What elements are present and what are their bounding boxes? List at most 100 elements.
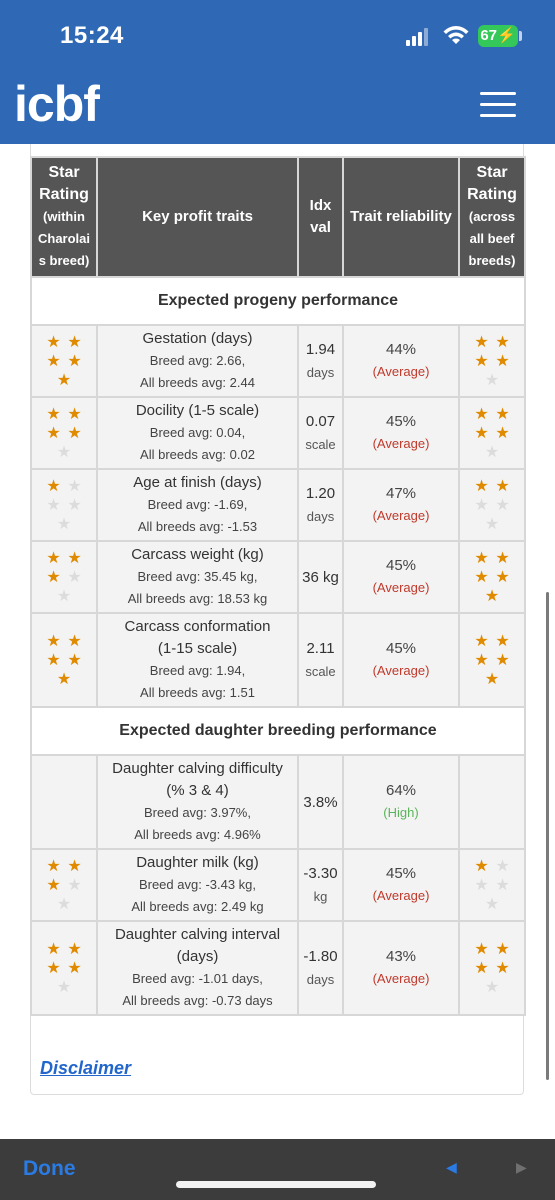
star-filled-icon: ★ (474, 651, 489, 669)
idx-unit: days (306, 365, 335, 380)
star-empty-icon: ★ (67, 496, 82, 514)
idx-cell: 1.94 days (297, 324, 344, 398)
star-empty-icon: ★ (67, 477, 82, 495)
star-filled-icon: ★ (67, 549, 82, 567)
star-filled-icon: ★ (495, 477, 510, 495)
star-rating: ★ ★ ★ ★ ★ (460, 477, 524, 534)
idx-cell: -3.30 kg (297, 848, 344, 922)
section-row: Expected progeny performance (30, 276, 526, 326)
reliability-percent: 47% (385, 485, 417, 502)
battery-level: 67 (480, 27, 497, 44)
idx-cell: 2.11 scale (297, 612, 344, 708)
star-filled-icon: ★ (67, 405, 82, 423)
trait-cell: Docility (1-5 scale) Breed avg: 0.04, All … (96, 396, 299, 470)
table-row: Daughter calving difficulty (% 3 & 4) Bree… (30, 754, 526, 850)
star-filled-icon: ★ (67, 940, 82, 958)
star-filled-icon: ★ (474, 352, 489, 370)
star-filled-icon: ★ (474, 959, 489, 977)
idx-cell: 36 kg (297, 540, 344, 614)
idx-value: 1.94 (305, 341, 336, 358)
idx-value: 3.8% (303, 793, 338, 811)
star-across-cell: ★ ★ ★ ★ ★ (458, 396, 526, 470)
star-filled-icon: ★ (46, 477, 61, 495)
all-breeds-avg: All breeds avg: 2.49 kg (131, 899, 264, 914)
disclaimer-link[interactable]: Disclaimer (40, 1058, 132, 1078)
reliability-percent: 45% (385, 640, 417, 657)
star-empty-icon: ★ (46, 496, 61, 514)
star-empty-icon: ★ (495, 876, 510, 894)
star-filled-icon: ★ (474, 477, 489, 495)
breed-avg: Breed avg: -3.43 kg, (138, 877, 257, 892)
reliability-cell: 45% (Average) (342, 612, 460, 708)
header-idx-val: Idx val (297, 156, 344, 278)
star-empty-icon: ★ (56, 587, 72, 605)
star-empty-icon: ★ (56, 515, 72, 533)
battery-cap (519, 31, 522, 41)
star-filled-icon: ★ (67, 632, 82, 650)
trait-name: Age at finish (days) (133, 474, 262, 491)
star-rating: ★ ★ ★ ★ ★ (32, 333, 96, 390)
star-empty-icon: ★ (67, 876, 82, 894)
star-filled-icon: ★ (474, 632, 489, 650)
section-title: Expected progeny performance (30, 276, 526, 326)
reliability-percent: 45% (385, 865, 417, 882)
star-filled-icon: ★ (495, 940, 510, 958)
next-arrow-icon[interactable]: ▶ (516, 1159, 527, 1175)
reliability-cell: 45% (Average) (342, 396, 460, 470)
trait-name-line2: (days) (176, 948, 219, 965)
star-across-cell: ★ ★ ★ ★ ★ (458, 324, 526, 398)
breed-avg: Breed avg: 2.66, (149, 353, 246, 368)
breed-avg: Breed avg: 3.97%, (144, 805, 251, 820)
traits-table: Star Rating (within Charolai s breed) Ke… (30, 156, 526, 1016)
scrollbar[interactable] (546, 592, 549, 1080)
star-rating: ★ ★ ★ ★ ★ (460, 940, 524, 997)
icbf-logo[interactable]: icbf (14, 76, 100, 132)
all-breeds-avg: All breeds avg: -1.53 (137, 519, 258, 534)
idx-value: 1.20 (305, 485, 336, 502)
star-rating: ★ ★ ★ ★ ★ (460, 333, 524, 390)
trait-name: Daughter calving difficulty (112, 760, 283, 777)
star-filled-icon: ★ (67, 333, 82, 351)
star-within-cell: ★ ★ ★ ★ ★ (30, 848, 98, 922)
done-button[interactable]: Done (23, 1157, 76, 1180)
reliability-percent: 44% (385, 341, 417, 358)
star-filled-icon: ★ (495, 424, 510, 442)
table-row: ★ ★ ★ ★ ★ Age at finish (days) Breed avg: -1.6… (30, 468, 526, 542)
idx-cell: 3.8% (297, 754, 344, 850)
trait-cell: Daughter calving interval (days) Breed avg… (96, 920, 299, 1016)
trait-cell: Age at finish (days) Breed avg: -1.69, All… (96, 468, 299, 542)
all-breeds-avg: All breeds avg: 0.02 (140, 447, 255, 462)
star-filled-icon: ★ (495, 651, 510, 669)
header-star-within: Star Rating (within Charolai s breed) (30, 156, 98, 278)
star-filled-icon: ★ (474, 857, 489, 875)
reliability-label: (Average) (372, 888, 430, 903)
idx-unit: scale (305, 437, 336, 452)
idx-unit: scale (305, 664, 336, 679)
trait-name: Carcass conformation (124, 618, 271, 635)
trait-name: Gestation (days) (142, 330, 253, 347)
star-filled-icon: ★ (56, 371, 72, 389)
star-rating: ★ ★ ★ ★ ★ (32, 857, 96, 914)
table-row: ★ ★ ★ ★ ★ Carcass conformation (1-15 scale) Bre… (30, 612, 526, 708)
trait-cell: Gestation (days) Breed avg: 2.66, All bree… (96, 324, 299, 398)
star-across-cell: ★ ★ ★ ★ ★ (458, 468, 526, 542)
battery-icon: 67⚡ (478, 25, 518, 47)
star-empty-icon: ★ (474, 496, 489, 514)
idx-cell: 1.20 days (297, 468, 344, 542)
site-header: 15:24 67⚡ icbf (0, 0, 555, 144)
trait-name: Carcass weight (kg) (131, 546, 264, 563)
reliability-cell: 45% (Average) (342, 848, 460, 922)
idx-value: 36 kg (302, 568, 339, 586)
hamburger-menu-icon[interactable] (480, 90, 518, 120)
star-filled-icon: ★ (495, 959, 510, 977)
star-rating: ★ ★ ★ ★ ★ (32, 940, 96, 997)
star-rating: ★ ★ ★ ★ ★ (32, 477, 96, 534)
previous-arrow-icon[interactable]: ◀ (446, 1159, 457, 1175)
star-filled-icon: ★ (46, 651, 61, 669)
star-filled-icon: ★ (46, 568, 61, 586)
star-filled-icon: ★ (46, 424, 61, 442)
breed-avg: Breed avg: -1.01 days, (132, 971, 263, 986)
reliability-percent: 45% (385, 557, 417, 574)
star-rating: ★ ★ ★ ★ ★ (460, 549, 524, 606)
star-across-cell (458, 754, 526, 850)
